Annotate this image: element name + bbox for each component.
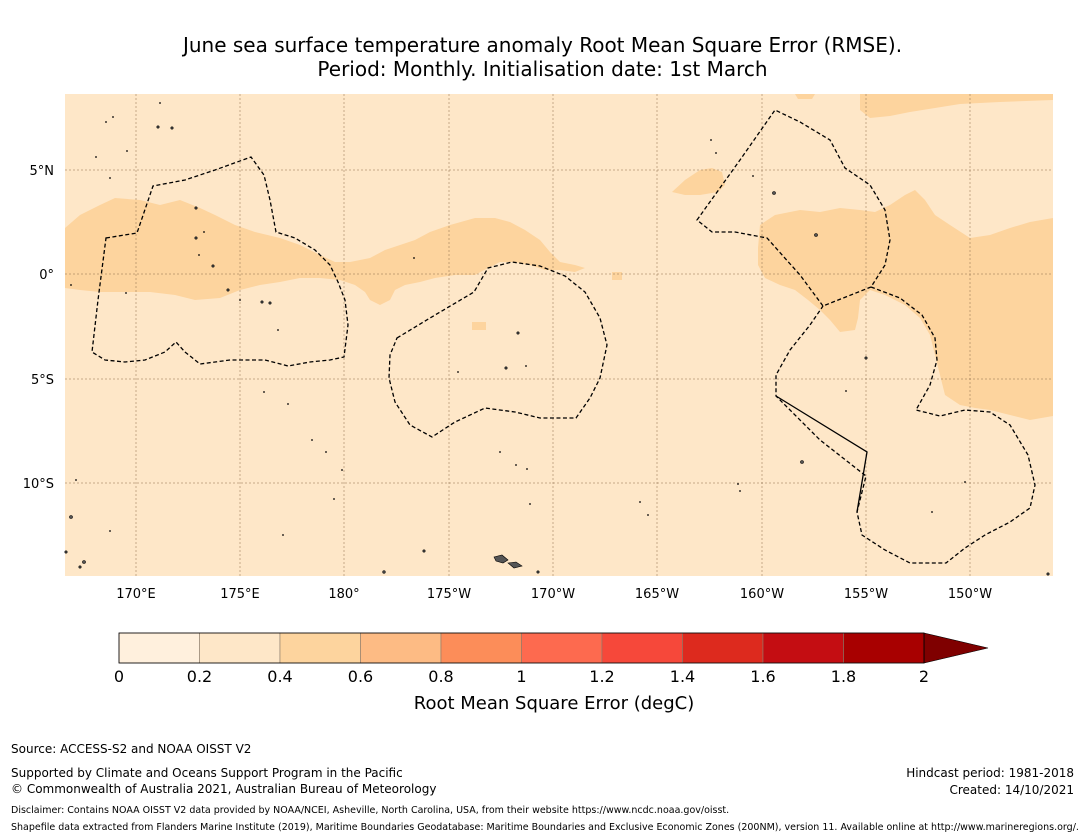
- colorbar: 0 0.2 0.4 0.6 0.8 1 1.2 1.4 1.6 1.8 2 Ro…: [114, 632, 989, 714]
- island-1: [493, 554, 509, 564]
- lon-tick: 160°W: [740, 587, 784, 602]
- lon-tick: 150°W: [948, 587, 992, 602]
- lat-tick: 5°S: [31, 373, 54, 388]
- colorbar-outline: [118, 632, 925, 664]
- colorbar-label: 0.2: [187, 667, 212, 686]
- lon-tick: 175°W: [427, 587, 471, 602]
- colorbar-segment: [762, 632, 844, 664]
- colorbar-title: Root Mean Square Error (degC): [414, 693, 695, 714]
- ocean-base-field: [65, 94, 1053, 576]
- colorbar-labels: 0 0.2 0.4 0.6 0.8 1 1.2 1.4 1.6 1.8 2: [114, 667, 929, 686]
- eez-boundary-kiribati-gilbert: [91, 156, 349, 367]
- created-date-text: Created: 14/10/2021: [949, 783, 1074, 797]
- lon-tick: 175°E: [220, 587, 260, 602]
- eez-boundaries: [91, 109, 1036, 564]
- eez-boundary-phoenix: [388, 261, 608, 438]
- colorbar-label: 1.2: [589, 667, 614, 686]
- colorbar-segment: [843, 632, 925, 664]
- colorbar-segment: [682, 632, 764, 664]
- colorbar-segment: [199, 632, 281, 664]
- lon-tick: 170°E: [116, 587, 156, 602]
- longitude-ticks: 170°E 175°E 180° 175°W 170°W 165°W 160°W…: [116, 587, 992, 602]
- lon-tick: 180°: [328, 587, 359, 602]
- colorbar-segment: [521, 632, 603, 664]
- colorbar-label: 2: [919, 667, 929, 686]
- lon-tick: 170°W: [531, 587, 575, 602]
- solid-boundary: [775, 395, 868, 513]
- shapefile-credit-text: Shapefile data extracted from Flanders M…: [11, 822, 1079, 833]
- supported-text: Supported by Climate and Oceans Support …: [11, 766, 403, 780]
- lat-tick: 10°S: [23, 477, 54, 492]
- colorbar-label: 0.8: [428, 667, 453, 686]
- colorbar-label: 0.6: [348, 667, 373, 686]
- colorbar-label: 1.4: [670, 667, 695, 686]
- latitude-ticks: 5°N 0° 5°S 10°S: [23, 164, 54, 492]
- lon-tick: 165°W: [635, 587, 679, 602]
- colorbar-segment: [118, 632, 200, 664]
- colorbar-segments: [118, 632, 925, 664]
- hindcast-period-text: Hindcast period: 1981-2018: [906, 766, 1074, 780]
- lat-tick: 5°N: [30, 164, 55, 179]
- chart-title-line-1: June sea surface temperature anomaly Roo…: [182, 33, 903, 57]
- lon-tick: 155°W: [844, 587, 888, 602]
- map-panel: [64, 94, 1053, 576]
- eez-boundary-line-islands-south: [775, 286, 1036, 564]
- lat-tick: 0°: [39, 268, 54, 283]
- small-atolls: [70, 102, 966, 536]
- colorbar-segment: [440, 632, 522, 664]
- colorbar-label: 0: [114, 667, 124, 686]
- source-text: Source: ACCESS-S2 and NOAA OISST V2: [11, 742, 252, 756]
- colorbar-segment: [601, 632, 683, 664]
- colorbar-segment: [360, 632, 442, 664]
- disclaimer-text: Disclaimer: Contains NOAA OISST V2 data …: [11, 805, 730, 816]
- eez-boundary-line-islands-north: [696, 109, 891, 307]
- copyright-text: © Commonwealth of Australia 2021, Austra…: [11, 782, 437, 796]
- island-2: [507, 561, 523, 569]
- chart-title-line-2: Period: Monthly. Initialisation date: 1s…: [317, 57, 768, 81]
- graticule: [65, 94, 1053, 576]
- colorbar-label: 0.4: [267, 667, 292, 686]
- rmse-band-0-4-0-6: [65, 94, 1053, 420]
- colorbar-extend-arrow: [923, 632, 989, 664]
- islands: [64, 125, 1050, 576]
- colorbar-label: 1.8: [831, 667, 856, 686]
- colorbar-label: 1: [516, 667, 526, 686]
- colorbar-label: 1.6: [750, 667, 775, 686]
- colorbar-segment: [279, 632, 361, 664]
